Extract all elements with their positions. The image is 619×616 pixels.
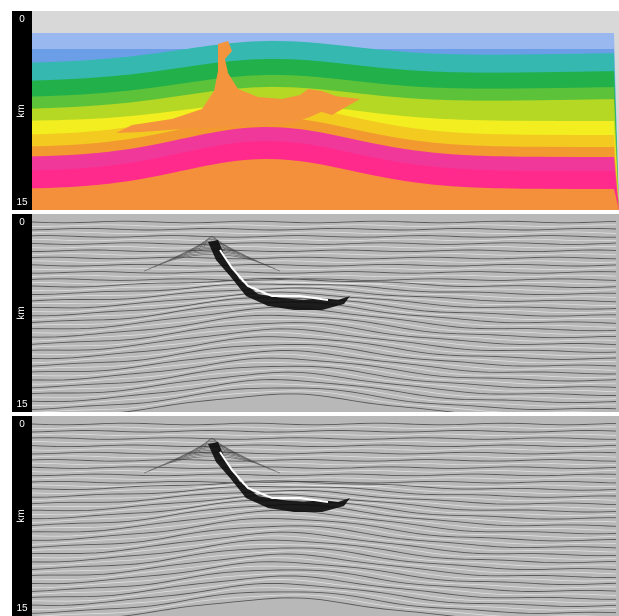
depth-axis: 0 km 15 xyxy=(12,11,32,210)
panel-separator xyxy=(12,412,619,416)
axis-unit-label: km xyxy=(16,306,27,320)
reflectors xyxy=(32,422,617,616)
seismic-image-panel-1: 0 km 15 xyxy=(12,214,619,412)
salt-boundary-reflection xyxy=(208,240,350,310)
axis-unit-label: km xyxy=(16,509,27,523)
axis-top-label: 0 xyxy=(19,14,25,25)
model-layer xyxy=(32,159,619,210)
axis-unit-label: km xyxy=(16,103,27,118)
seismic-image-panel-2: 0 km 15 xyxy=(12,416,619,616)
salt-boundary-highlight xyxy=(219,451,329,503)
depth-axis: 0 km 15 xyxy=(12,416,32,616)
axis-bottom-label: 15 xyxy=(16,603,28,614)
salt-tongue xyxy=(318,95,360,115)
salt-boundary-highlight xyxy=(219,249,329,301)
reflectors xyxy=(32,220,617,412)
salt-boundary-reflection xyxy=(208,442,350,512)
axis-top-label: 0 xyxy=(19,217,25,228)
seismic-background xyxy=(32,214,619,412)
salt-body xyxy=(116,41,344,133)
panel-separator xyxy=(12,210,619,214)
seismic-image-1 xyxy=(32,214,619,412)
seismic-background xyxy=(32,416,619,616)
axis-bottom-label: 15 xyxy=(16,399,28,410)
axis-top-label: 0 xyxy=(19,419,25,430)
seismic-image-2 xyxy=(32,416,619,616)
velocity-model-panel: 0 km 15 xyxy=(12,11,619,210)
depth-axis: 0 km 15 xyxy=(12,214,32,412)
axis-bottom-label: 15 xyxy=(16,197,28,208)
velocity-model-image xyxy=(32,11,619,210)
